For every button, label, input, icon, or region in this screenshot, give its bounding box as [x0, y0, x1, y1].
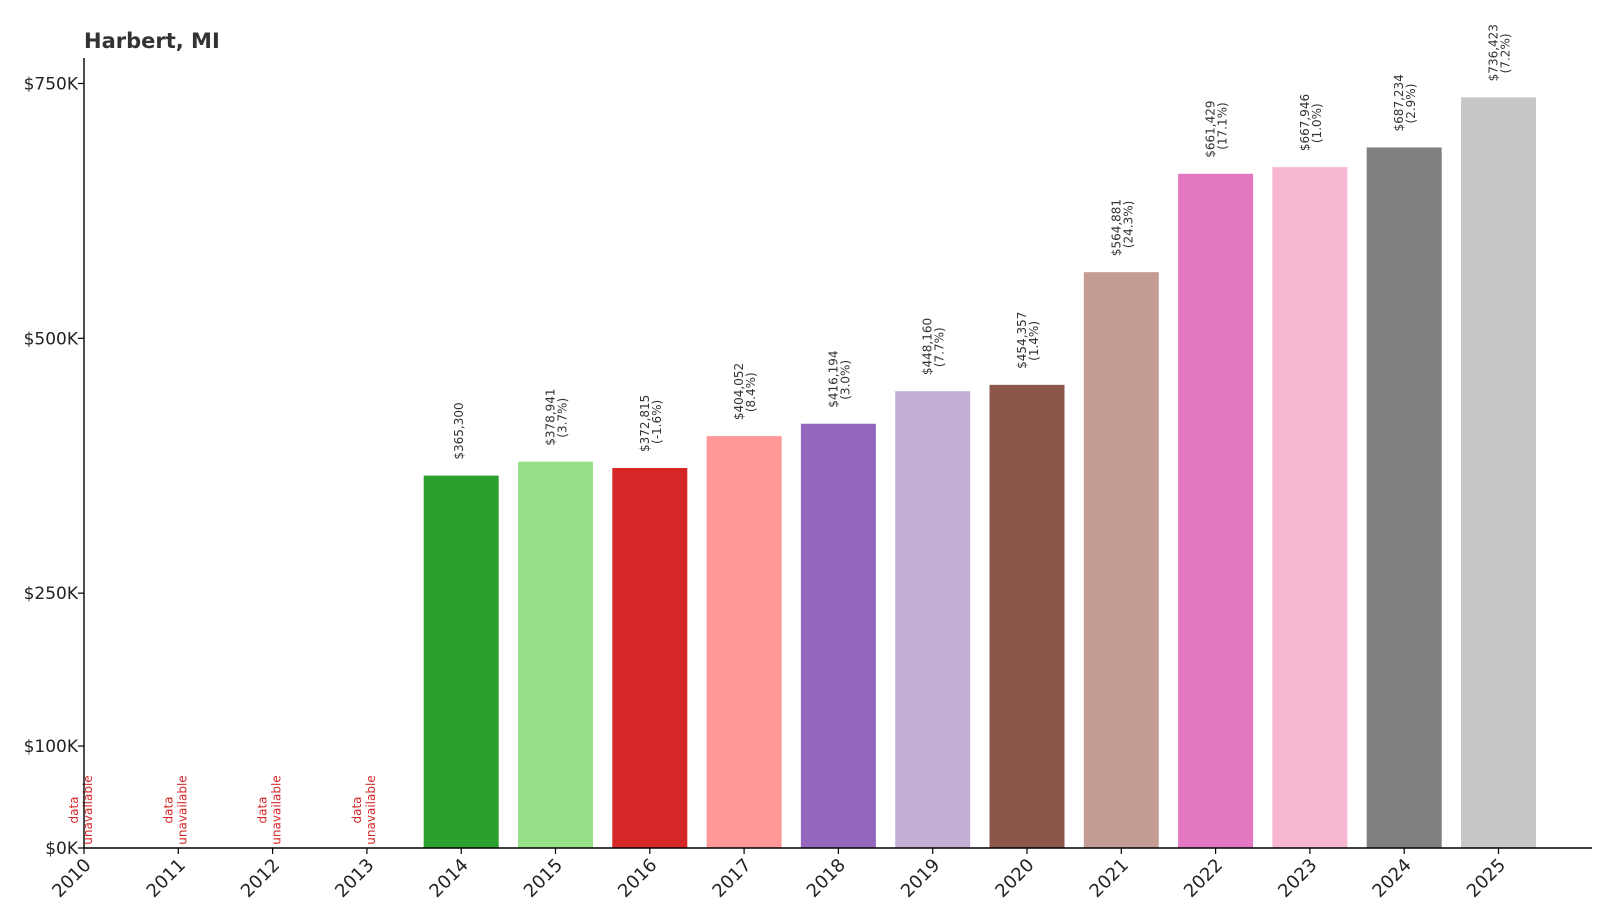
value-label: $416,194(3.0%): [826, 350, 852, 407]
bar-2019: [895, 391, 971, 848]
x-tick-label: 2012: [237, 855, 284, 902]
y-axis: $0K $100K $250K $500K $750K: [24, 58, 85, 859]
data-unavailable-line2: unavailable: [81, 775, 95, 844]
value-label-amount: $448,160: [921, 318, 935, 375]
bar-2020: [989, 384, 1065, 848]
x-tick-label: 2014: [425, 855, 472, 902]
bars-group: [423, 97, 1536, 849]
value-label-change: (-1.6%): [650, 400, 664, 444]
bar-2025: [1461, 97, 1536, 848]
value-label-change: (17.1%): [1216, 102, 1230, 149]
value-label: $365,300: [452, 402, 466, 459]
value-label: $448,160(7.7%): [921, 318, 947, 375]
x-axis: 2010 2011 2012 2013 2014 2015 2016 2017 2018 2019…: [48, 847, 1592, 902]
data-unavailable-line2: unavailable: [364, 775, 378, 844]
x-tick-label: 2020: [991, 855, 1038, 902]
data-unavailable-line2: unavailable: [270, 775, 284, 844]
value-label: $661,429(17.1%): [1204, 101, 1230, 158]
value-label-amount: $416,194: [826, 350, 840, 407]
x-tick-label: 2025: [1463, 855, 1510, 902]
x-tick-label: 2022: [1180, 855, 1227, 902]
bar-2018: [800, 423, 876, 848]
x-tick-label: 2016: [614, 855, 661, 902]
value-label: $378,941(3.7%): [544, 388, 570, 445]
bar-2017: [706, 436, 782, 848]
value-label-change: (7.2%): [1499, 33, 1513, 73]
x-tick-label: 2023: [1274, 855, 1321, 902]
value-label-change: (3.0%): [838, 360, 852, 400]
data-unavailable-label: dataunavailable: [67, 775, 95, 844]
x-tick-label: 2024: [1368, 855, 1415, 902]
data-unavailable-line1: data: [256, 796, 270, 823]
data-unavailable-line1: data: [350, 796, 364, 823]
value-label-change: (3.7%): [556, 398, 570, 438]
value-label-change: (24.3%): [1121, 201, 1135, 248]
x-tick-label: 2013: [331, 855, 378, 902]
value-label-amount: $365,300: [452, 402, 466, 459]
value-label: $404,052(8.4%): [732, 363, 758, 420]
data-unavailable-label: dataunavailable: [350, 775, 378, 844]
bar-2016: [612, 467, 688, 848]
y-tick-label: $0K: [45, 839, 79, 859]
x-tick-label: 2010: [48, 855, 95, 902]
value-label-amount: $564,881: [1109, 199, 1123, 256]
value-label-change: (7.7%): [933, 327, 947, 367]
value-label-amount: $378,941: [544, 388, 558, 445]
value-label-amount: $667,946: [1298, 94, 1312, 151]
bar-2022: [1178, 173, 1254, 848]
bar-2014: [423, 475, 499, 848]
bar-2023: [1272, 167, 1348, 849]
value-label: $372,815(-1.6%): [638, 395, 664, 452]
x-tick-label: 2017: [708, 855, 755, 902]
value-label-amount: $454,357: [1015, 312, 1029, 369]
value-label: $564,881(24.3%): [1109, 199, 1135, 256]
value-label: $687,234(2.9%): [1392, 74, 1418, 131]
value-label-change: (1.4%): [1027, 321, 1041, 361]
value-labels-group: dataunavailable dataunavailable dataunavai…: [67, 24, 1513, 845]
chart-title: Harbert, MI: [84, 29, 220, 53]
x-tick-label: 2019: [897, 855, 944, 902]
value-label-amount: $372,815: [638, 395, 652, 452]
value-label: $667,946(1.0%): [1298, 94, 1324, 151]
x-tick-label: 2021: [1086, 855, 1133, 902]
y-tick-label: $250K: [24, 584, 79, 604]
data-unavailable-line1: data: [161, 796, 175, 823]
y-tick-label: $100K: [24, 737, 79, 757]
value-label-amount: $687,234: [1392, 74, 1406, 131]
y-tick-label: $750K: [24, 74, 79, 94]
x-tick-label: 2011: [143, 855, 190, 902]
x-tick-label: 2015: [520, 855, 567, 902]
value-label: $736,423(7.2%): [1487, 24, 1513, 81]
bar-2021: [1083, 272, 1159, 849]
bar-2024: [1366, 147, 1442, 848]
value-label-change: (8.4%): [744, 372, 758, 412]
data-unavailable-label: dataunavailable: [256, 775, 284, 844]
x-tick-label: 2018: [803, 855, 850, 902]
value-label-amount: $661,429: [1204, 101, 1218, 158]
data-unavailable-line1: data: [67, 796, 81, 823]
value-label: $454,357(1.4%): [1015, 312, 1041, 369]
value-label-amount: $404,052: [732, 363, 746, 420]
value-label-amount: $736,423: [1487, 24, 1501, 81]
bar-2015: [518, 461, 593, 848]
data-unavailable-line2: unavailable: [175, 775, 189, 844]
value-label-change: (2.9%): [1404, 84, 1418, 124]
y-tick-label: $500K: [24, 329, 79, 349]
value-label-change: (1.0%): [1310, 103, 1324, 143]
data-unavailable-label: dataunavailable: [161, 775, 189, 844]
